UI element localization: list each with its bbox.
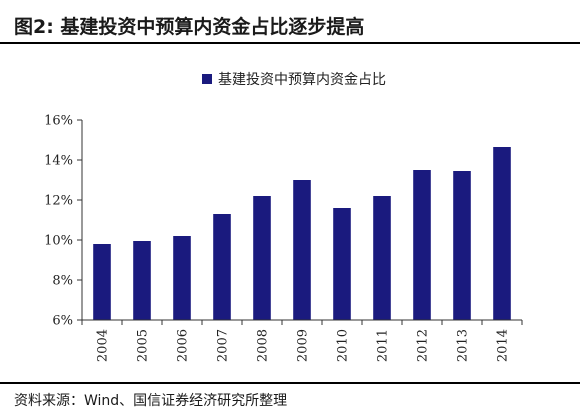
legend-label: 基建投资中预算内资金占比 (218, 71, 386, 88)
y-tick-label: 6% (52, 314, 73, 329)
figure-header: 图2: 基建投资中预算内资金占比逐步提高 (0, 0, 580, 44)
bar-2006 (173, 236, 191, 320)
x-tick-label: 2010 (336, 329, 351, 362)
bar-2014 (493, 147, 511, 320)
x-tick-label: 2009 (296, 329, 311, 362)
bar-2012 (413, 170, 431, 320)
y-tick-label: 14% (44, 154, 73, 169)
bar-2005 (133, 241, 151, 320)
y-tick-label: 16% (44, 114, 73, 129)
y-tick-label: 10% (44, 234, 73, 249)
x-tick-label: 2006 (176, 329, 191, 362)
bar-2004 (93, 244, 111, 320)
y-axis: 6% 8% 10% 12% 14% 16% (44, 114, 83, 329)
y-tick-label: 12% (44, 194, 73, 209)
bar-2008 (253, 196, 271, 320)
x-tick-label: 2004 (96, 329, 111, 362)
bottom-rule (0, 382, 580, 384)
x-tick-label: 2012 (416, 329, 431, 362)
top-rule (0, 42, 580, 44)
figure-title: 图2: 基建投资中预算内资金占比逐步提高 (14, 16, 365, 38)
x-tick-label: 2008 (256, 329, 271, 362)
bar-2010 (333, 208, 351, 320)
x-tick-label: 2011 (376, 329, 391, 362)
y-tick-label: 8% (52, 274, 73, 289)
x-tick-label: 2014 (496, 329, 511, 362)
legend-swatch (202, 74, 212, 84)
source-note: 资料来源：Wind、国信证券经济研究所整理 (14, 393, 288, 409)
bar-2011 (373, 196, 391, 320)
bar-2007 (213, 214, 231, 320)
bars (93, 147, 511, 320)
x-tick-label: 2007 (216, 329, 231, 362)
bar-2013 (453, 171, 471, 320)
legend: 基建投资中预算内资金占比 (202, 71, 386, 88)
bar-2009 (293, 180, 311, 320)
x-axis: 2004 2005 2006 2007 2008 2009 2010 2011 2012 2013… (81, 319, 523, 362)
x-tick-label: 2005 (136, 329, 151, 362)
x-tick-label: 2013 (456, 329, 471, 362)
